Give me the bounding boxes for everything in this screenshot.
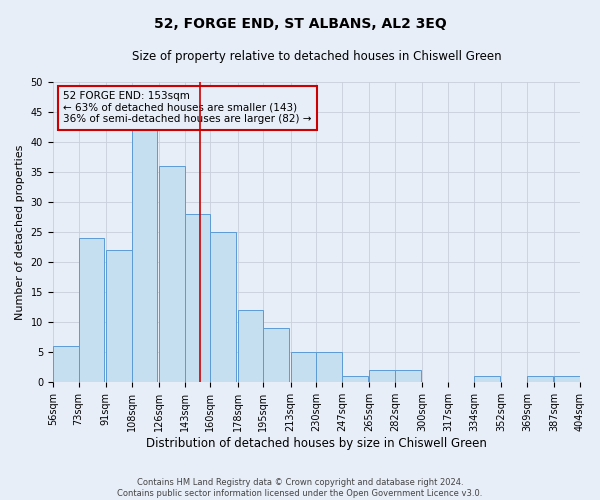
Bar xyxy=(53,346,79,382)
Text: Contains HM Land Registry data © Crown copyright and database right 2024.
Contai: Contains HM Land Registry data © Crown c… xyxy=(118,478,482,498)
Bar xyxy=(131,130,157,382)
Bar xyxy=(211,232,236,382)
Text: 52 FORGE END: 153sqm
← 63% of detached houses are smaller (143)
36% of semi-deta: 52 FORGE END: 153sqm ← 63% of detached h… xyxy=(64,91,312,124)
Bar xyxy=(316,352,342,382)
Bar xyxy=(263,328,289,382)
Bar xyxy=(527,376,553,382)
Bar xyxy=(290,352,316,382)
Bar xyxy=(238,310,263,382)
Bar xyxy=(79,238,104,382)
Bar xyxy=(554,376,580,382)
Bar xyxy=(342,376,368,382)
Bar xyxy=(395,370,421,382)
Bar xyxy=(474,376,500,382)
Y-axis label: Number of detached properties: Number of detached properties xyxy=(15,144,25,320)
Bar xyxy=(370,370,395,382)
Bar xyxy=(159,166,185,382)
Bar xyxy=(106,250,131,382)
Title: Size of property relative to detached houses in Chiswell Green: Size of property relative to detached ho… xyxy=(131,50,501,63)
Bar xyxy=(185,214,211,382)
X-axis label: Distribution of detached houses by size in Chiswell Green: Distribution of detached houses by size … xyxy=(146,437,487,450)
Text: 52, FORGE END, ST ALBANS, AL2 3EQ: 52, FORGE END, ST ALBANS, AL2 3EQ xyxy=(154,18,446,32)
